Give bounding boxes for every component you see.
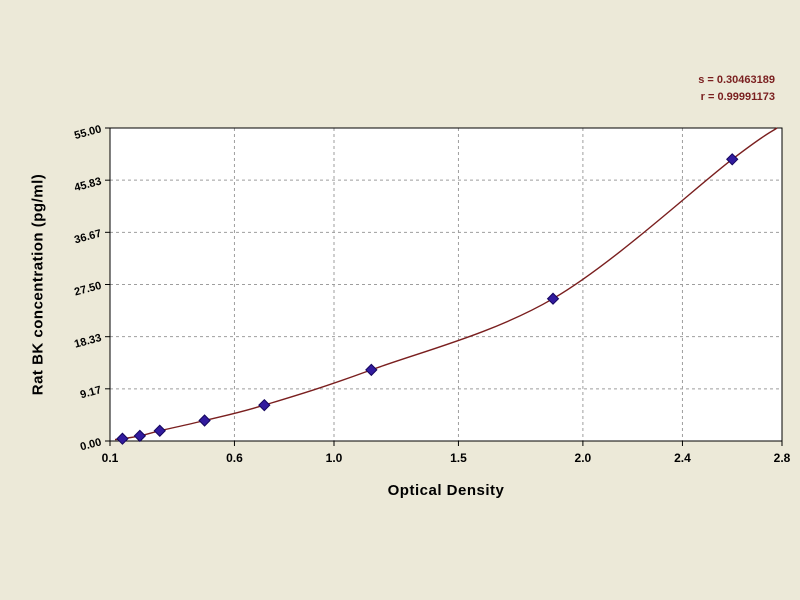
x-axis-title: Optical Density bbox=[387, 482, 505, 499]
y-axis-title-wrap: Rat BK concentration (pg/ml) bbox=[22, 128, 54, 441]
y-tick-label: 55.00 bbox=[73, 123, 103, 142]
fit-statistics: s = 0.30463189 r = 0.99991173 bbox=[698, 72, 775, 106]
data-point bbox=[153, 424, 166, 437]
data-point bbox=[546, 292, 560, 305]
x-tick-label: 1.5 bbox=[450, 451, 467, 465]
x-tick-label: 2.4 bbox=[674, 451, 691, 465]
data-point bbox=[116, 432, 129, 445]
y-tick-label: 36.67 bbox=[73, 228, 103, 247]
y-tick-label: 45.83 bbox=[73, 175, 103, 194]
data-point bbox=[258, 398, 271, 412]
fit-s-value: s = 0.30463189 bbox=[698, 74, 775, 86]
fit-r-value: r = 0.99991173 bbox=[700, 91, 775, 103]
y-axis-title: Rat BK concentration (pg/ml) bbox=[29, 173, 47, 396]
y-tick-label: 27.50 bbox=[73, 280, 103, 299]
y-tick-label: 9.17 bbox=[79, 384, 103, 401]
data-point bbox=[365, 363, 378, 377]
x-tick-label: 0.6 bbox=[226, 451, 243, 465]
data-point bbox=[133, 429, 147, 443]
x-tick-label: 2.8 bbox=[774, 451, 791, 465]
data-point bbox=[198, 414, 211, 427]
x-tick-label: 0.1 bbox=[102, 451, 119, 465]
x-tick-label: 1.0 bbox=[326, 451, 343, 465]
y-tick-label: 18.33 bbox=[73, 332, 103, 351]
data-point bbox=[726, 153, 739, 166]
x-tick-label: 2.0 bbox=[575, 451, 592, 465]
y-tick-label: 0.00 bbox=[79, 436, 103, 453]
